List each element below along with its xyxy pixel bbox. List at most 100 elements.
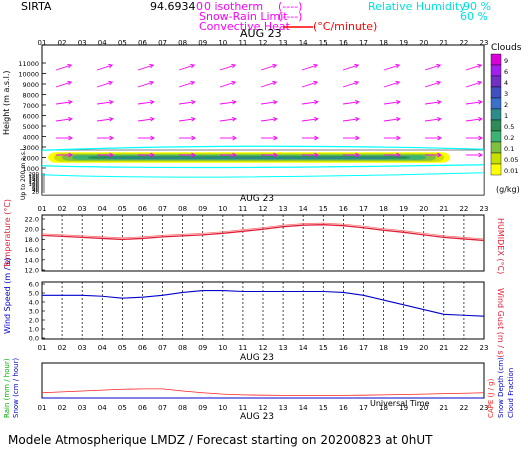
wind-arrowhead xyxy=(190,80,196,86)
wind-arrowhead xyxy=(436,116,442,122)
hour-tick-label: 18 xyxy=(379,404,388,412)
height-tick-label: 4000 xyxy=(22,134,39,142)
hour-tick-label: 19 xyxy=(399,39,408,47)
low-height-tick-label: 120 xyxy=(29,180,40,186)
temperature-ticks: 22.0 20.0 18.0 16.0 14.0 12.0 xyxy=(25,216,45,275)
wind-arrowhead xyxy=(437,152,442,158)
wind-arrowhead xyxy=(273,152,278,158)
y-tick-label: 1.0 xyxy=(29,326,39,334)
hour-tick-label: 04 xyxy=(98,404,107,412)
low-height-tick-label: 60 xyxy=(32,186,39,192)
hour-tick-label: 11 xyxy=(238,205,247,213)
hour-tick-label: 18 xyxy=(379,344,388,352)
cloud-scale-box xyxy=(490,108,502,121)
wind-arrowhead xyxy=(272,99,278,105)
wind-arrowhead xyxy=(190,63,196,69)
wind-arrow xyxy=(219,64,236,71)
cloud-fraction-ylabel: Cloud Fraction xyxy=(507,368,515,418)
wind-arrow xyxy=(465,81,482,88)
wind-arrowhead xyxy=(231,63,237,69)
legend-rh-90: 90 % xyxy=(463,0,491,13)
wind-arrow xyxy=(96,118,113,122)
wind-arrow xyxy=(383,81,400,88)
hour-tick-label: 05 xyxy=(118,205,127,213)
height-wind-panel: 11000 10000 9000 8000 7000 6000 5000 4000 3000 20… xyxy=(2,44,485,200)
wind-arrowhead xyxy=(478,135,483,141)
hour-tick-label: 03 xyxy=(78,39,87,47)
wind-arrowhead xyxy=(477,63,483,69)
wind-arrow xyxy=(96,81,113,88)
cloud-scale-label: 0.2 xyxy=(504,134,514,142)
hour-tick-label: 01 xyxy=(38,404,47,412)
wind-arrowhead xyxy=(272,80,278,86)
hour-tick-label: 09 xyxy=(198,205,207,213)
hour-tick-label: 05 xyxy=(118,404,127,412)
date-label-2: AUG 23 xyxy=(240,194,274,204)
hour-tick-label: 23 xyxy=(480,39,489,47)
hour-tick-label: 15 xyxy=(319,39,328,47)
height-tick-label: 3000 xyxy=(22,144,39,152)
wind-arrow xyxy=(260,64,277,71)
wind-arrowhead xyxy=(231,99,237,105)
hour-tick-label: 19 xyxy=(399,205,408,213)
wind-arrowhead xyxy=(355,135,360,141)
hour-tick-label: 08 xyxy=(178,404,187,412)
wind-arrow xyxy=(219,118,236,122)
hour-tick-label: 13 xyxy=(279,39,288,47)
hour-tick-label: 01 xyxy=(38,39,47,47)
hour-tick-label: 12 xyxy=(259,344,268,352)
wind-arrowhead xyxy=(232,135,237,141)
wind-arrowhead xyxy=(396,152,401,158)
wind-arrow xyxy=(137,64,154,71)
wind-arrowhead xyxy=(190,99,196,105)
hour-tick-label: 16 xyxy=(339,39,348,47)
series-line xyxy=(42,289,485,317)
wind-arrow xyxy=(178,101,195,105)
temperature-lines xyxy=(41,222,485,242)
cloud-scale-label: 0.5 xyxy=(504,123,514,131)
wind-arrowhead xyxy=(395,99,401,105)
hour-tick-label: 10 xyxy=(218,344,227,352)
wind-arrow xyxy=(465,64,482,71)
hour-tick-label: 16 xyxy=(339,404,348,412)
wind-arrowhead xyxy=(395,116,401,122)
clouds-unit: (g/kg) xyxy=(496,185,520,194)
legend-convective: Convective Heat xyxy=(199,20,291,33)
height-ticks: 11000 10000 9000 8000 7000 6000 5000 4000 3000 20… xyxy=(18,60,46,173)
wind-arrow xyxy=(260,101,277,105)
hour-tick-label: 17 xyxy=(359,344,368,352)
wind-arrowhead xyxy=(354,116,360,122)
temperature-ylabel: Temperature (°C) xyxy=(3,199,12,269)
hour-tick-label: 20 xyxy=(419,404,428,412)
hour-tick-label: 18 xyxy=(379,39,388,47)
hour-tick-label: 09 xyxy=(198,404,207,412)
cloud-scale-label: 6 xyxy=(504,68,508,76)
cloud-scale-label: 0.1 xyxy=(504,145,514,153)
hour-tick-label: 07 xyxy=(158,344,167,352)
wind-arrow xyxy=(260,81,277,88)
wind-arrowhead xyxy=(108,99,114,105)
legend-rh: Relative Humidity xyxy=(368,0,466,13)
wind-arrowhead xyxy=(273,135,278,141)
date-label-1: AUG 23 xyxy=(240,27,282,40)
hour-tick-label: 04 xyxy=(98,39,107,47)
wind-arrowhead xyxy=(272,116,278,122)
legend-snowrain: Snow-Rain Limit xyxy=(199,10,288,23)
date-label-4: AUG 23 xyxy=(240,412,274,422)
y-tick-label: 6.0 xyxy=(29,281,39,289)
hour-tick-label: 20 xyxy=(419,39,428,47)
hour-tick-label: 15 xyxy=(319,404,328,412)
wind-arrowhead xyxy=(354,99,360,105)
wind-arrow xyxy=(96,101,113,105)
series-line xyxy=(41,222,485,240)
cloud-scale-box xyxy=(490,130,502,143)
hour-tick-label: 02 xyxy=(58,39,67,47)
hour-tick-label: 23 xyxy=(480,205,489,213)
y-tick-label: 2.0 xyxy=(29,317,39,325)
hour-tick-label: 10 xyxy=(218,205,227,213)
hour-tick-label: 08 xyxy=(178,344,187,352)
wind-gust-ylabel: Wind Gust (m / s) xyxy=(496,288,505,358)
wind-arrowhead xyxy=(109,152,114,158)
hour-tick-label: 22 xyxy=(459,344,468,352)
